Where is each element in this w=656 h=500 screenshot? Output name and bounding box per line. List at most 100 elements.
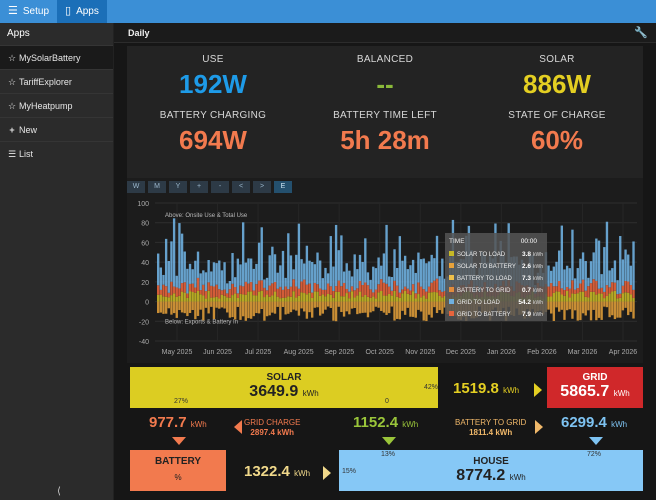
bar-segment-negative [563, 301, 566, 320]
bar-segment-negative [236, 301, 240, 307]
setup-label: Setup [22, 6, 50, 17]
bar-segment-negative [592, 301, 595, 310]
wrench-icon[interactable]: 🔧 [634, 27, 648, 39]
bar-segment [204, 272, 208, 292]
bar-segment [241, 294, 245, 302]
bar-segment-negative [326, 301, 330, 307]
bar-segment [207, 259, 210, 283]
bar-segment [276, 296, 279, 302]
bar-segment [326, 283, 330, 294]
bar-segment [300, 292, 303, 302]
bar-segment [305, 245, 309, 285]
bar-segment-negative [311, 301, 314, 318]
x-tick-label: Jun 2025 [203, 349, 232, 356]
bar-segment-negative [289, 301, 293, 313]
bar-segment [212, 262, 216, 287]
bar-segment [393, 249, 396, 281]
bar-segment [380, 290, 383, 302]
collapse-sidebar-icon[interactable]: ⟨ [57, 486, 61, 497]
stat-label: STATE OF CHARGE [508, 110, 606, 121]
y-tick-label: 40 [141, 260, 149, 267]
tooltip-row-label: SOLAR TO LOAD [457, 252, 506, 258]
bar-segment [605, 295, 609, 302]
bar-segment [366, 272, 370, 286]
pan-left-button[interactable]: < [232, 181, 250, 193]
bar-segment [223, 262, 226, 290]
bar-segment [605, 221, 609, 286]
bar-segment [255, 295, 258, 302]
bar-segment [581, 291, 585, 302]
bar-segment [396, 296, 399, 302]
bar-segment [247, 258, 250, 284]
zoom-in-button[interactable]: + [190, 181, 208, 193]
sidebar-item-tariffexplorer[interactable]: ☆ TariffExplorer [0, 69, 113, 93]
sidebar-item-mysolarbattery[interactable]: ☆ MySolarBattery [0, 45, 113, 69]
bar-segment [441, 297, 444, 302]
bar-segment [188, 283, 192, 292]
bar-segment-negative [393, 301, 396, 321]
bar-segment [316, 252, 319, 285]
bar-segment-negative [589, 301, 593, 321]
bar-segment [557, 291, 561, 302]
bar-segment [613, 290, 617, 302]
apps-button[interactable]: ▯ Apps [57, 0, 107, 23]
bar-segment-negative [249, 301, 253, 319]
bar-segment [358, 254, 362, 282]
bar-segment [372, 292, 375, 297]
energy-chart[interactable]: 100 80 60 40 20 0 -20 -40 May 2025 Jun 2025 Jul 20… [127, 193, 643, 363]
pan-right-button[interactable]: > [253, 181, 271, 193]
bar-segment-negative [329, 301, 332, 308]
x-tick-label: Oct 2025 [366, 349, 395, 356]
energy-mode-button[interactable]: E [274, 181, 292, 193]
bar-segment [303, 263, 306, 280]
bar-segment [297, 288, 301, 296]
zoom-month-button[interactable]: M [148, 181, 166, 193]
stat-battery-time-left: BATTERY TIME LEFT 5h 28m [299, 110, 471, 156]
y-tick-label: -20 [139, 319, 149, 326]
bar-segment-negative [425, 301, 428, 322]
bar-segment-negative [555, 301, 558, 308]
bar-segment [425, 291, 428, 299]
bar-segment [616, 298, 619, 302]
bar-segment [183, 292, 186, 302]
bar-segment-negative [608, 301, 611, 318]
energy-flow-diagram: SOLAR 3649.9 kWh 27% 0 42% 1519.8 kWh GR… [127, 365, 643, 500]
bar-segment [345, 293, 348, 302]
bar-segment [170, 241, 173, 282]
bar-segment [207, 282, 210, 291]
bar-segment [632, 289, 635, 298]
bar-segment [257, 242, 261, 281]
bar-segment [369, 289, 372, 298]
bar-segment-negative [164, 301, 168, 314]
bar-segment [611, 291, 614, 302]
bar-segment [167, 297, 170, 302]
setup-button[interactable]: ☰ Setup [0, 0, 57, 23]
bar-segment [313, 264, 317, 283]
bar-segment-negative [629, 301, 633, 312]
grid-label: GRID [582, 372, 608, 383]
stat-value: 60% [530, 125, 584, 155]
zoom-year-button[interactable]: Y [169, 181, 187, 193]
bar-segment-negative [271, 301, 274, 313]
bar-segment [361, 261, 364, 285]
house-pct-left: 15% [342, 468, 357, 475]
bar-segment [552, 292, 556, 302]
x-tick-label: Dec 2025 [446, 349, 476, 356]
bar-segment-negative [207, 301, 210, 314]
sidebar-item-list[interactable]: ☰ List [0, 141, 113, 165]
zoom-out-button[interactable]: - [211, 181, 229, 193]
bar-segment [207, 290, 210, 302]
bar-segment [345, 263, 348, 289]
bar-segment [186, 297, 189, 302]
bar-segment [624, 281, 627, 293]
bar-segment [202, 284, 205, 296]
zoom-week-button[interactable]: W [127, 181, 145, 193]
sidebar-item-new[interactable]: + New [0, 117, 113, 141]
zoom-toolbar: W M Y + - < > E [127, 181, 292, 193]
stat-value: 694W [179, 125, 247, 155]
bar-segment [627, 281, 630, 293]
sidebar-item-myheatpump[interactable]: ☆ MyHeatpump [0, 93, 113, 117]
bar-segment-negative [369, 301, 372, 313]
bar-segment [356, 269, 359, 289]
bar-segment-negative [188, 301, 192, 313]
